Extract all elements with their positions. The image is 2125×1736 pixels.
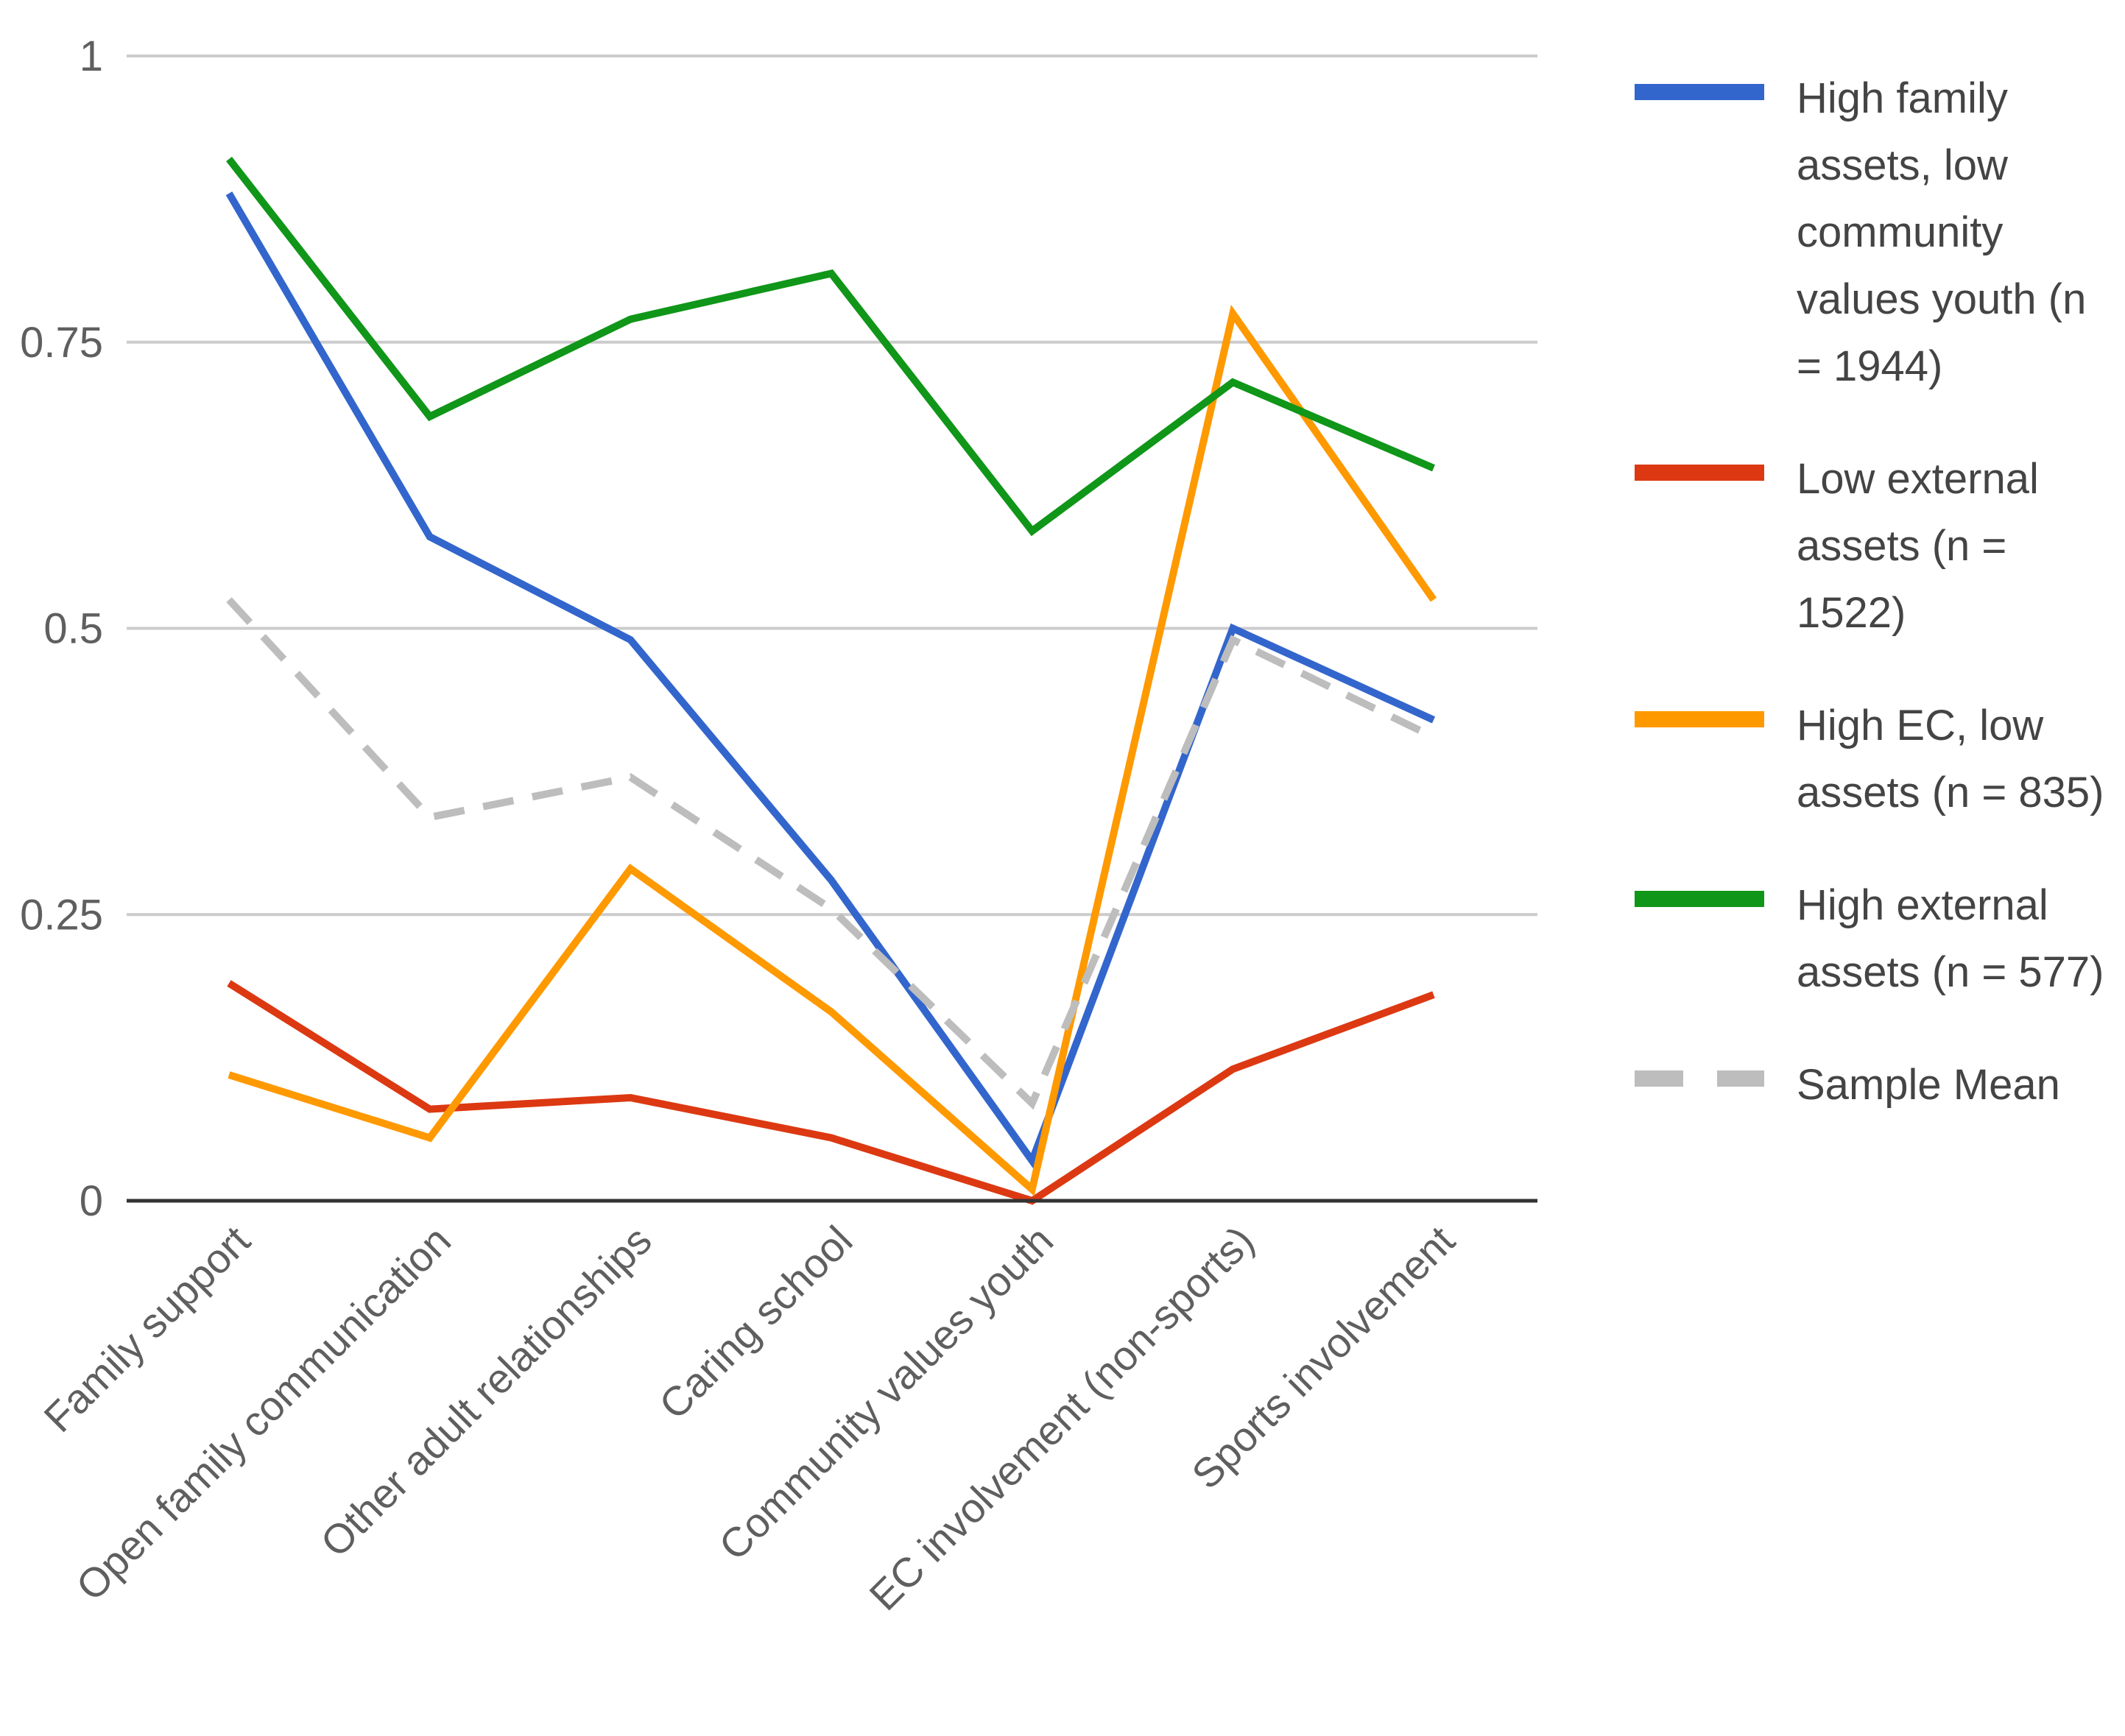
data-point [630,640,631,641]
y-tick-label: 1 [80,32,103,80]
legend-label-4: High external assets (n = 577) [1797,881,2104,996]
legend: High family assets, low community values yo… [1635,74,2104,1109]
series-line-1 [225,191,1436,1169]
y-tick-label: 0.75 [20,319,103,367]
legend-label-2: Low external assets (n = 1522) [1797,455,2039,637]
legend-label-5: Sample Mean [1797,1061,2060,1109]
data-point [630,319,631,320]
y-tick-label: 0.5 [43,605,103,653]
data-point [429,817,430,818]
y-axis-ticks: 0 0.25 0.5 0.75 1 [20,32,103,1225]
x-tick-label: EC involvement (non-sports) [861,1217,1263,1619]
x-tick-label: Open family communication [67,1217,459,1609]
series-line-4 [226,156,1435,537]
data-point [429,1137,430,1138]
legend-label-1: High family assets, low community values yo… [1797,74,2086,390]
data-point [229,193,230,194]
series-line-5 [226,597,1436,1110]
series-line-2 [227,980,1435,1205]
x-tick-label: Community values youth [710,1217,1062,1569]
y-tick-label: 0 [80,1177,103,1225]
y-tick-label: 0.25 [20,891,103,939]
data-point [229,158,230,159]
x-tick-label: Caring school [650,1217,861,1428]
data-point [831,273,832,274]
data-point [831,880,832,881]
legend-label-3: High EC, low assets (n = 835) [1797,702,2104,816]
data-point [229,1074,230,1075]
series-line-3 [228,304,1437,1196]
data-point [831,908,832,909]
x-tick-label: Other adult relationships [311,1217,660,1566]
series-lines [225,156,1437,1205]
data-point [229,599,230,600]
data-point [831,1137,832,1138]
data-point [429,416,430,417]
x-tick-label: Family support [35,1217,259,1442]
data-point [229,983,230,984]
gridlines [127,54,1537,917]
